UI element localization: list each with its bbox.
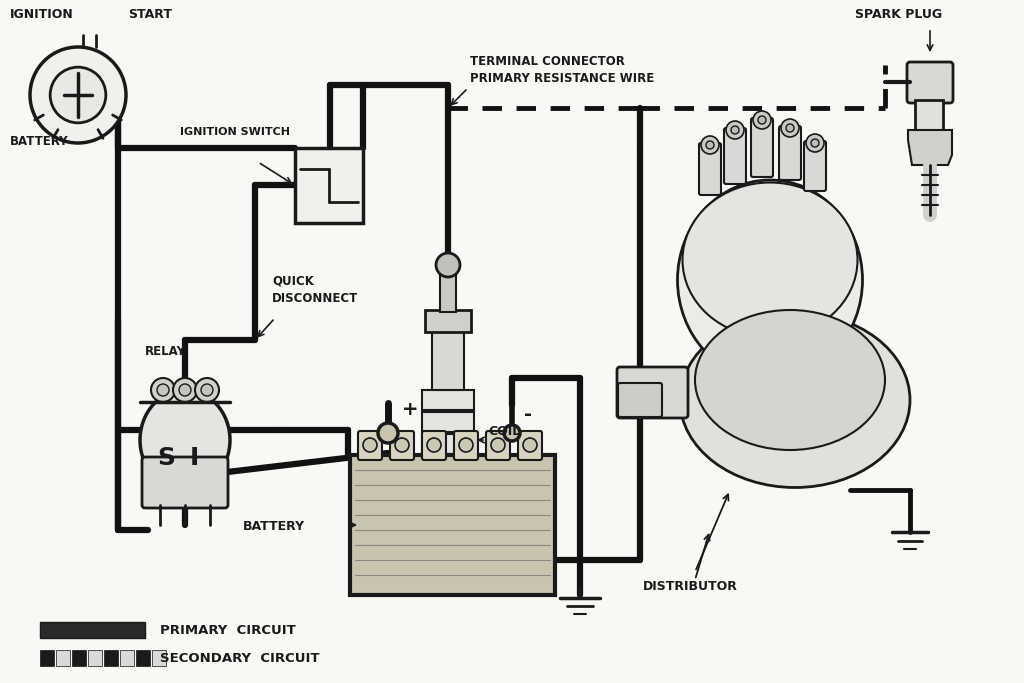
FancyBboxPatch shape — [422, 431, 446, 460]
Bar — [40, 650, 54, 666]
FancyBboxPatch shape — [724, 128, 746, 184]
FancyBboxPatch shape — [779, 126, 801, 180]
FancyBboxPatch shape — [907, 62, 953, 103]
Bar — [72, 650, 86, 666]
Circle shape — [490, 438, 505, 452]
Bar — [915, 100, 943, 160]
Bar — [422, 412, 474, 432]
FancyBboxPatch shape — [518, 431, 542, 460]
FancyBboxPatch shape — [617, 367, 688, 418]
Text: -: - — [524, 405, 532, 424]
FancyBboxPatch shape — [618, 383, 662, 417]
Circle shape — [753, 111, 771, 129]
Bar — [295, 148, 362, 223]
FancyBboxPatch shape — [358, 431, 382, 460]
Circle shape — [806, 134, 824, 152]
Bar — [350, 455, 555, 595]
Text: SECONDARY  CIRCUIT: SECONDARY CIRCUIT — [160, 652, 319, 665]
Circle shape — [523, 438, 537, 452]
Circle shape — [436, 253, 460, 277]
Text: COIL: COIL — [488, 425, 520, 438]
FancyBboxPatch shape — [142, 457, 228, 508]
Text: IGNITION SWITCH: IGNITION SWITCH — [180, 127, 290, 137]
Circle shape — [50, 67, 105, 123]
Circle shape — [195, 378, 219, 402]
Text: TERMINAL CONNECTOR: TERMINAL CONNECTOR — [470, 55, 625, 68]
Bar — [56, 650, 70, 666]
Bar — [104, 650, 118, 666]
Text: DISTRIBUTOR: DISTRIBUTOR — [643, 580, 737, 593]
Bar — [40, 622, 145, 638]
Text: DISCONNECT: DISCONNECT — [272, 292, 358, 305]
Circle shape — [781, 119, 799, 137]
Bar — [136, 650, 150, 666]
Circle shape — [504, 425, 520, 441]
Bar — [422, 456, 474, 476]
Text: IGNITION: IGNITION — [10, 8, 74, 21]
Circle shape — [459, 438, 473, 452]
Text: SPARK PLUG: SPARK PLUG — [855, 8, 942, 21]
FancyBboxPatch shape — [804, 141, 826, 191]
Circle shape — [151, 378, 175, 402]
Bar — [88, 650, 102, 666]
Text: RELAY: RELAY — [145, 345, 186, 358]
Ellipse shape — [695, 310, 885, 450]
Circle shape — [157, 384, 169, 396]
Bar — [425, 310, 471, 332]
Bar — [152, 650, 166, 666]
Circle shape — [726, 121, 744, 139]
Text: BATTERY: BATTERY — [243, 520, 305, 533]
Ellipse shape — [678, 180, 862, 380]
Circle shape — [395, 438, 409, 452]
FancyBboxPatch shape — [390, 431, 414, 460]
Circle shape — [201, 384, 213, 396]
Circle shape — [30, 47, 126, 143]
Circle shape — [173, 378, 197, 402]
Bar — [422, 390, 474, 410]
Bar — [120, 650, 134, 666]
Circle shape — [701, 136, 719, 154]
FancyBboxPatch shape — [486, 431, 510, 460]
Circle shape — [427, 438, 441, 452]
FancyBboxPatch shape — [751, 118, 773, 177]
Text: I: I — [190, 446, 200, 470]
Circle shape — [758, 116, 766, 124]
Text: START: START — [128, 8, 172, 21]
Text: QUICK: QUICK — [272, 275, 314, 288]
Text: BATTERY: BATTERY — [10, 135, 69, 148]
Bar — [422, 478, 474, 498]
Polygon shape — [908, 130, 952, 165]
Circle shape — [786, 124, 794, 132]
Ellipse shape — [683, 182, 857, 337]
Bar — [422, 434, 474, 454]
FancyBboxPatch shape — [699, 143, 721, 195]
FancyBboxPatch shape — [454, 431, 478, 460]
Bar — [440, 270, 456, 312]
Text: PRIMARY  CIRCUIT: PRIMARY CIRCUIT — [160, 624, 296, 637]
Circle shape — [179, 384, 191, 396]
Circle shape — [378, 423, 398, 443]
Ellipse shape — [140, 390, 230, 490]
Circle shape — [362, 438, 377, 452]
Bar — [432, 330, 464, 390]
Circle shape — [811, 139, 819, 147]
Ellipse shape — [680, 313, 910, 488]
Text: PRIMARY RESISTANCE WIRE: PRIMARY RESISTANCE WIRE — [470, 72, 654, 85]
Circle shape — [706, 141, 714, 149]
Text: S: S — [157, 446, 175, 470]
Text: +: + — [402, 400, 419, 419]
Circle shape — [731, 126, 739, 134]
